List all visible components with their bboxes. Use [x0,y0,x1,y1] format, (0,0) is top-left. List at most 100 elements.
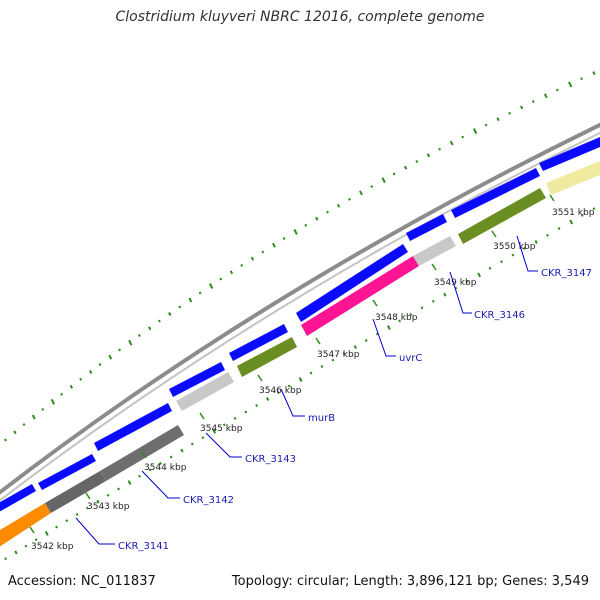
gc-tick [473,128,478,135]
feature-yellow[interactable] [546,161,600,195]
kbp-label: 3548 kbp [375,313,418,323]
feature-pink-uvrC[interactable] [301,256,419,336]
gene-arrow[interactable] [406,214,447,241]
gc-tick [454,286,458,290]
gc-tick [557,227,561,231]
gene-arrow[interactable] [169,362,225,397]
gene-arrow[interactable] [296,244,408,322]
gc-tick [86,506,89,510]
kbp-label: 3544 kbp [144,463,187,473]
gene-label-ckr3143[interactable]: CKR_3143 [245,454,296,465]
feature-green-murB[interactable] [237,337,297,377]
gc-tick [4,438,7,442]
kbp-label: 3549 kbp [434,278,477,288]
gc-tick [426,153,431,158]
gc-tick [309,371,313,375]
genome-backbone-outer [0,122,600,495]
gc-tick [304,223,308,227]
gc-tick [244,410,248,414]
gc-tick [555,88,559,92]
gene-label-lines [75,235,538,545]
gc-tick [14,550,18,555]
gc-tick [398,319,401,323]
gc-tick [387,325,391,330]
gc-tick [461,135,465,139]
gc-tick [484,123,488,127]
gc-tick [201,436,205,440]
gene-arrow[interactable] [229,324,288,361]
gc-tick [342,352,346,356]
gc-tick [282,237,286,240]
kbp-label: 3542 kbp [31,542,74,552]
gc-tick [50,398,55,405]
gc-tick [79,377,83,381]
gene-arrow[interactable] [94,403,172,451]
gc-tick [592,207,596,211]
gene-label-ckr3142[interactable]: CKR_3142 [183,495,234,506]
gc-tick [488,266,492,270]
gene-label-ckr3147[interactable]: CKR_3147 [541,268,592,279]
gc-tick [168,312,172,316]
gc-tick [65,519,69,523]
gene-label-ckr3141[interactable]: CKR_3141 [118,541,169,552]
gc-tick [543,93,548,99]
gc-tick [500,260,503,264]
gc-tick [127,480,132,486]
gc-tick [370,185,374,189]
gene-arrow[interactable] [38,454,96,490]
gc-tick [293,228,298,235]
feature-lightgray-3143[interactable] [176,372,234,411]
gc-tick [212,428,216,434]
gc-tick [298,377,303,383]
gc-tick [520,105,524,110]
gc-tick [22,423,26,427]
gc-tick [375,332,379,336]
feature-gray-3141[interactable] [45,471,106,513]
genome-backbone-inner [0,131,600,502]
gene-labels: CKR_3141 CKR_3142 CKR_3143 murB uvrC CKR… [118,268,592,552]
gc-tick [353,345,357,350]
gc-tick [24,544,28,548]
gene-arrow[interactable] [451,168,540,218]
gene-arrow[interactable] [539,137,600,171]
gc-tick [465,280,469,283]
feature-orange[interactable] [0,503,51,547]
gc-tick [138,474,141,478]
gc-tick [438,147,441,151]
gc-tick [159,461,162,465]
gc-content-ticks [4,207,596,561]
gc-tick [4,557,7,561]
gc-tick [276,391,280,394]
gene-label-ckr3146[interactable]: CKR_3146 [474,310,525,321]
gc-tick [580,213,584,217]
gc-tick [431,299,435,303]
gc-tick [531,100,535,104]
gene-label-uvrc[interactable]: uvrC [399,353,422,364]
gc-tick [34,538,38,542]
kbp-label: 3546 kbp [259,386,302,396]
gene-label-murb[interactable]: murB [308,413,335,424]
kbp-label: 3550 kbp [493,242,536,252]
gc-tick [13,430,17,435]
feature-track [0,161,600,547]
gc-tick [240,263,244,267]
gc-tick [188,297,193,303]
kbp-labels: 3542 kbp 3543 kbp 3544 kbp 3545 kbp 3546… [31,208,595,552]
gc-tick [98,363,102,366]
gc-tick [158,319,161,323]
feature-green-3147[interactable] [458,188,546,244]
feature-lightgray-3146[interactable] [413,236,456,266]
accession-text: Accession: NC_011837 [8,574,156,589]
gene-arrow[interactable] [0,484,36,512]
gc-tick [364,339,368,342]
gc-tick [326,210,329,214]
kbp-label: 3545 kbp [200,424,243,434]
gc-tick [511,253,515,257]
gc-tick [55,525,58,529]
gc-tick [31,414,36,420]
gc-tick [69,384,73,389]
gc-tick [117,487,120,491]
gc-tick [449,140,454,146]
gc-tick [404,165,408,170]
